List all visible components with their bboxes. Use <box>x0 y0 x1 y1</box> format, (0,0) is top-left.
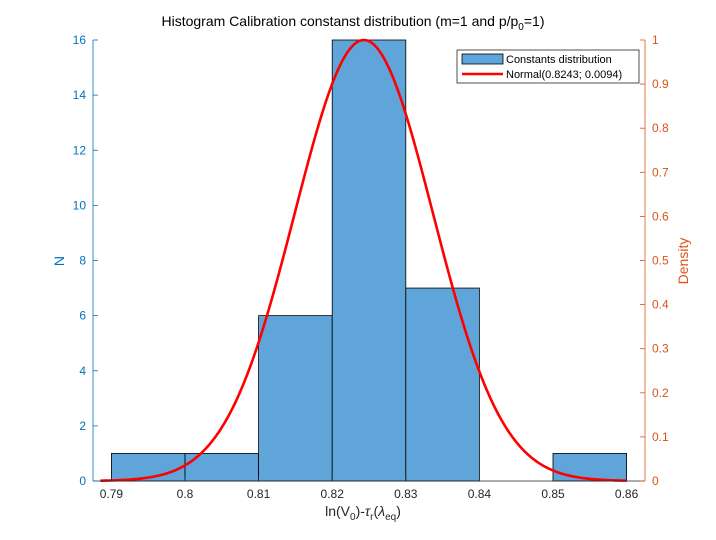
left-y-tick-label-6: 12 <box>73 143 87 157</box>
left-y-tick-label-1: 2 <box>79 419 86 433</box>
histogram-bar-2 <box>258 315 333 482</box>
right-y-tick-label-3: 0.3 <box>652 342 669 356</box>
left-y-tick-label-2: 4 <box>79 364 86 378</box>
right-y-tick-label-1: 0.1 <box>652 430 669 444</box>
right-y-tick-label-4: 0.4 <box>652 298 669 312</box>
left-y-tick-label-7: 14 <box>73 88 87 102</box>
right-y-tick-label-6: 0.6 <box>652 209 669 223</box>
right-y-tick-label-10: 1 <box>652 33 659 47</box>
histogram-bar-3 <box>331 39 407 482</box>
right-y-tick-label-0: 0 <box>652 474 659 488</box>
right-y-tick-label-7: 0.7 <box>652 165 669 179</box>
x-axis-label: ln(V0)-τr(λeq) <box>325 503 401 523</box>
right-y-tick-label-2: 0.2 <box>652 386 669 400</box>
x-tick-label-6: 0.85 <box>541 487 565 501</box>
x-tick-label-5: 0.84 <box>468 487 492 501</box>
x-tick-label-3: 0.82 <box>321 487 345 501</box>
left-y-tick-label-5: 10 <box>73 198 87 212</box>
histogram-bar-4 <box>405 287 480 482</box>
left-y-tick-label-4: 8 <box>79 254 86 268</box>
legend-label-bars: Constants distribution <box>506 54 612 66</box>
x-tick-label-1: 0.8 <box>177 487 194 501</box>
right-y-tick-label-5: 0.5 <box>652 254 669 268</box>
right-y-axis-label: Density <box>675 238 691 285</box>
left-y-tick-label-3: 6 <box>79 309 86 323</box>
right-y-tick-label-9: 0.9 <box>652 77 669 91</box>
right-y-tick-label-8: 0.8 <box>652 121 669 135</box>
legend: Constants distribution Normal(0.8243; 0.… <box>456 49 640 84</box>
left-y-tick-label-0: 0 <box>79 474 86 488</box>
left-y-tick-label-8: 16 <box>73 33 87 47</box>
normal-fit-curve <box>100 38 627 482</box>
x-tick-label-4: 0.83 <box>394 487 418 501</box>
x-tick-label-7: 0.86 <box>615 487 639 501</box>
axes: 0.79 0.8 0.81 0.82 0.83 0.84 0.85 0.86024681012… <box>73 33 669 501</box>
legend-label-curve: Normal(0.8243; 0.0094) <box>506 69 622 81</box>
chart-title: Histogram Calibration constanst distribu… <box>162 13 545 33</box>
x-tick-label-2: 0.81 <box>247 487 271 501</box>
legend-swatch-bars <box>461 53 504 65</box>
histogram-bar-6 <box>552 453 627 482</box>
left-y-axis-label: N <box>51 256 67 266</box>
x-tick-label-0: 0.79 <box>100 487 124 501</box>
